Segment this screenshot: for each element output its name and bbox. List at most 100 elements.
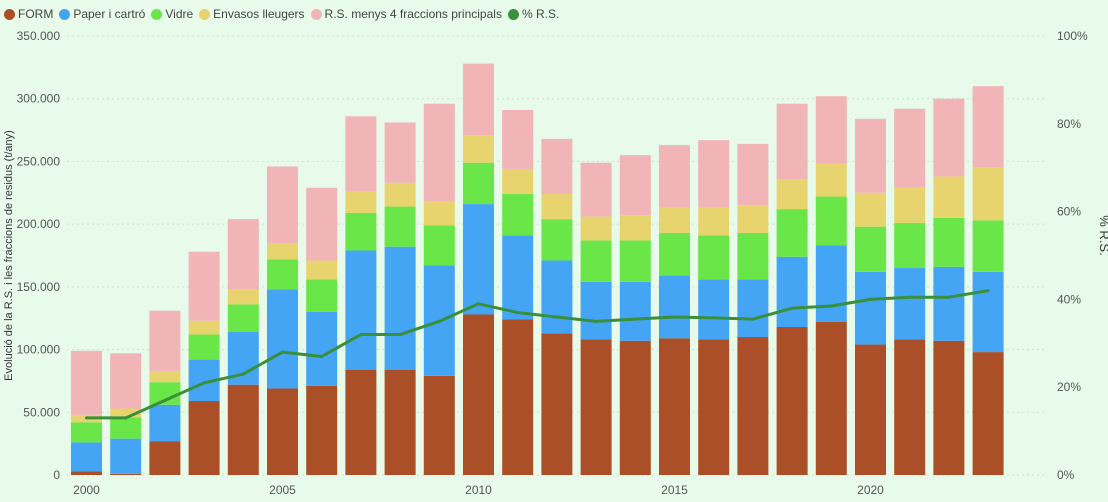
pct-rs-point — [281, 350, 284, 354]
bar-segment — [580, 339, 612, 475]
legend-item-envasos[interactable]: Envasos lleugers — [199, 7, 305, 21]
x-tick-label: 2005 — [269, 483, 296, 497]
bar-segment — [737, 337, 769, 475]
bar-segment — [71, 422, 102, 443]
legend-label-envasos: Envasos lleugers — [213, 7, 305, 21]
bar-segment — [423, 201, 455, 226]
pct-rs-point — [124, 416, 128, 420]
pct-rs-point — [516, 311, 520, 315]
y2-axis-title: % R.S. — [1097, 215, 1108, 255]
pct-rs-point — [85, 416, 88, 420]
bar-segment — [227, 289, 259, 305]
bar-segment — [815, 321, 847, 475]
bar-segment — [776, 256, 808, 327]
bar-segment — [463, 314, 494, 475]
legend-item-vidre[interactable]: Vidre — [151, 7, 193, 21]
pct-rs-point — [241, 372, 245, 376]
bar-segment — [933, 217, 965, 267]
pct-rs-points — [85, 289, 990, 420]
bar-segment — [972, 86, 1004, 168]
pct-rs-point — [790, 306, 794, 310]
bar-segment — [776, 178, 808, 210]
y2-tick-label: 100% — [1057, 29, 1088, 43]
legend-item-form[interactable]: FORM — [4, 7, 53, 21]
legend-swatch-form — [4, 8, 15, 20]
pct-rs-point — [320, 354, 324, 358]
bar-segment — [149, 441, 181, 475]
bar-segment — [306, 187, 338, 261]
legend-label-rs-others: R.S. menys 4 fraccions principals — [324, 7, 502, 21]
bar-segment — [384, 246, 416, 370]
y-tick-label: 0 — [53, 468, 60, 482]
bar-segment — [110, 473, 142, 475]
bar-segment — [110, 438, 142, 474]
bar-segment — [423, 375, 455, 475]
pct-rs-point — [908, 295, 912, 299]
bar-segment — [267, 289, 298, 389]
bar-segment — [933, 176, 965, 218]
x-tick-label: 2015 — [661, 483, 688, 497]
x-tick-label: 2000 — [73, 483, 100, 497]
y-tick-label: 300.000 — [17, 92, 61, 106]
pct-rs-point — [673, 315, 676, 319]
bar-segment — [384, 122, 416, 183]
bar-segment — [463, 135, 494, 163]
bar-segment — [580, 162, 612, 217]
bar-segment — [502, 235, 534, 320]
legend-swatch-pct-rs — [507, 8, 519, 20]
bar-segment — [580, 216, 612, 241]
bar-segment — [659, 232, 690, 276]
pct-rs-point — [712, 316, 716, 320]
y-axis-title: Evolució de la R.S. i les fraccions de r… — [3, 130, 15, 381]
bar-segment — [110, 417, 142, 439]
bar-segment — [227, 384, 259, 475]
pct-rs-point — [829, 304, 833, 308]
bar-segment — [149, 310, 181, 371]
bar-segment — [698, 235, 730, 280]
bar-segment — [776, 209, 808, 257]
bar-segment — [149, 382, 181, 405]
bar-segment — [894, 187, 926, 223]
bar-segment — [659, 145, 690, 208]
bar-segment — [345, 212, 377, 251]
bar-segment — [737, 143, 769, 206]
bar-segment — [659, 207, 690, 233]
y-axis-right: 0% 20% 40% 60% 80% 100% — [1057, 29, 1088, 482]
bar-segment — [659, 275, 690, 339]
bar-segment — [423, 103, 455, 202]
pct-rs-point — [947, 295, 951, 299]
bar-segment — [737, 279, 769, 338]
pct-rs-line — [86, 289, 989, 420]
y-axis-left: 0 50.000 100.000 150.000 200.000 250.000 300.0… — [17, 29, 61, 482]
legend-item-rs-others[interactable]: R.S. menys 4 fraccions principals — [310, 7, 502, 21]
bar-segment — [306, 311, 338, 386]
legend-swatch-rs-others — [310, 8, 322, 20]
bar-segment — [345, 116, 377, 192]
legend-item-paper[interactable]: Paper i cartró — [59, 7, 145, 21]
bar-segment — [855, 226, 886, 272]
bar-segment — [855, 271, 886, 345]
bar-segment — [188, 251, 220, 321]
pct-rs-point — [869, 297, 872, 301]
pct-rs-point — [437, 319, 441, 323]
legend-item-pct-rs[interactable]: % R.S. — [507, 7, 559, 21]
bar-segment — [972, 271, 1004, 353]
legend-swatch-envasos — [199, 8, 211, 20]
bar-segment — [463, 63, 494, 136]
bar-segment — [698, 339, 730, 475]
bar-segment — [619, 340, 651, 475]
bar-segment — [541, 260, 573, 334]
bar-segment — [463, 162, 494, 205]
pct-rs-point — [986, 289, 990, 293]
bar-segment — [345, 191, 377, 213]
bar-segment — [815, 196, 847, 246]
bar-segment — [502, 168, 534, 195]
bar-segment — [541, 333, 573, 475]
y2-tick-label: 40% — [1057, 292, 1081, 306]
bar-segment — [619, 281, 651, 341]
bar-segment — [71, 471, 102, 475]
legend-label-paper: Paper i cartró — [73, 7, 146, 21]
bar-segment — [698, 140, 730, 208]
pct-rs-point — [477, 302, 480, 306]
y-tick-label: 250.000 — [17, 154, 61, 168]
